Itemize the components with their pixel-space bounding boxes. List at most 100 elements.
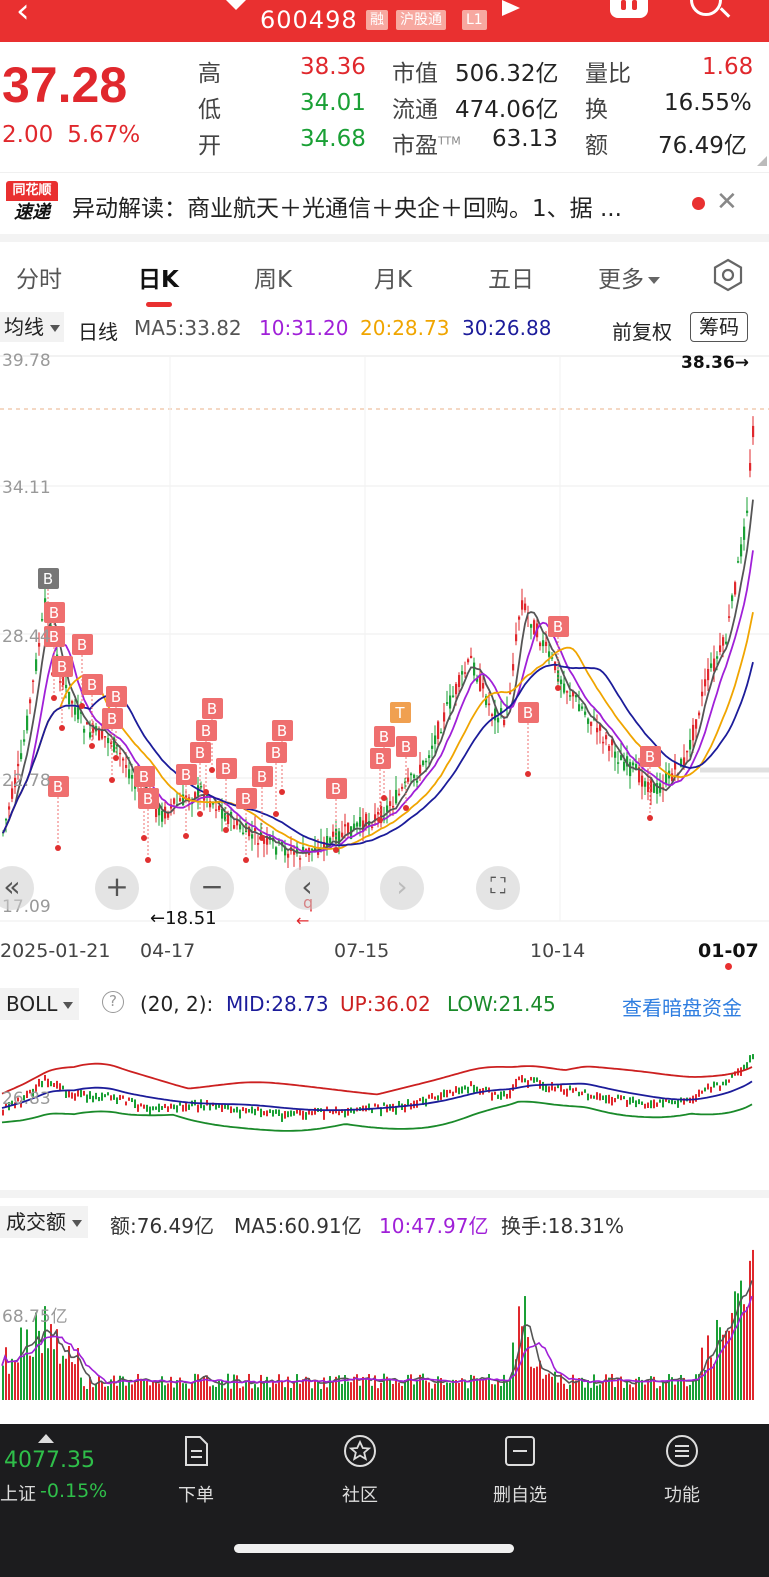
float-value: 474.06亿 — [455, 97, 559, 123]
zoom-in-button[interactable]: + — [95, 866, 139, 910]
news-text[interactable]: 异动解读：商业航天＋光通信＋央企＋回购。1、据 ... — [72, 196, 622, 222]
buy-signal-marker[interactable]: B — [518, 702, 539, 777]
tab-intraday[interactable]: 分时 — [16, 267, 62, 293]
buy-signal-marker[interactable]: B — [196, 720, 217, 795]
ma20-value: 20:28.73 — [360, 316, 450, 340]
buy-signal-marker[interactable]: B — [102, 708, 123, 783]
date-label: 04-17 — [140, 940, 196, 962]
ma30-value: 30:26.88 — [462, 316, 552, 340]
boll-low: LOW:21.45 — [447, 992, 556, 1016]
index-percent: -0.15% — [40, 1480, 108, 1502]
help-icon[interactable]: ? — [102, 991, 124, 1013]
active-tab-indicator — [146, 302, 172, 307]
volume-indicator-row: 成交额 额:76.49亿 MA5:60.91亿 10:47.97亿 换手:18.… — [0, 1204, 769, 1240]
boll-selector[interactable]: BOLL — [0, 988, 80, 1020]
svg-text:B: B — [77, 636, 87, 654]
amount-label: 额 — [585, 133, 608, 159]
volume-ratio-value: 1.68 — [702, 54, 754, 80]
svg-text:B: B — [49, 628, 59, 646]
back-arrow-icon[interactable]: ‹ — [16, 0, 30, 31]
dark-pool-link[interactable]: 查看暗盘资金 — [622, 996, 742, 1020]
buy-signal-marker[interactable]: B — [252, 766, 273, 841]
scroll-left-button[interactable]: ‹ — [285, 866, 329, 910]
buy-signal-marker[interactable]: B — [82, 674, 103, 749]
buy-signal-marker[interactable]: B — [52, 656, 73, 731]
change-value: 2.00 — [2, 122, 54, 148]
expand-corner-icon[interactable] — [757, 156, 767, 166]
close-icon[interactable]: ✕ — [716, 187, 738, 217]
svg-text:B: B — [221, 760, 231, 778]
fullscreen-button[interactable]: ⛶ — [476, 866, 520, 910]
high-value: 38.36 — [300, 54, 366, 80]
amount-value: 76.49亿 — [658, 133, 747, 159]
zoom-out-button[interactable]: − — [190, 866, 234, 910]
svg-text:T: T — [394, 704, 405, 722]
ma-selector[interactable]: 均线 — [0, 312, 64, 342]
chart-settings-icon[interactable] — [711, 258, 745, 292]
boll-chart[interactable]: 26.83 — [0, 1022, 769, 1188]
svg-text:B: B — [195, 744, 205, 762]
low-value: 34.01 — [300, 90, 366, 116]
next-stock-icon[interactable] — [502, 0, 520, 16]
turnover-label: 换 — [585, 97, 608, 123]
volume-ratio-label: 量比 — [585, 61, 631, 87]
search-icon[interactable] — [690, 0, 722, 16]
buy-signal-marker[interactable]: B — [640, 746, 661, 821]
unread-dot-icon — [692, 197, 705, 210]
separator — [0, 234, 769, 242]
pe-value: 63.13 — [492, 126, 558, 152]
buy-signal-marker[interactable]: B — [396, 736, 417, 811]
volume-chart[interactable]: 68.75亿 — [0, 1240, 769, 1410]
functions-button[interactable]: 功能 — [632, 1434, 732, 1514]
low-label: 低 — [198, 97, 221, 123]
community-button[interactable]: 社区 — [310, 1434, 410, 1514]
buy-signal-marker[interactable]: B — [176, 764, 197, 839]
buy-signal-marker[interactable]: B — [266, 742, 287, 817]
chips-button[interactable]: 筹码 — [690, 312, 748, 342]
volume-selector[interactable]: 成交额 — [0, 1206, 88, 1238]
svg-text:B: B — [241, 790, 251, 808]
q-arrow-icon: ← — [296, 911, 309, 930]
adjust-toggle[interactable]: 前复权 — [612, 320, 672, 344]
buy-signal-marker[interactable]: B — [374, 726, 395, 801]
collapse-left-icon[interactable]: « — [0, 866, 34, 910]
volume-y-label: 68.75亿 — [2, 1307, 68, 1327]
buy-signal-marker[interactable]: B — [48, 776, 69, 851]
buy-signal-marker[interactable]: B — [216, 758, 237, 833]
tab-monthly-k[interactable]: 月K — [374, 267, 413, 293]
buy-signal-marker[interactable]: B — [548, 616, 569, 691]
boll-indicator-row: BOLL ? (20, 2): MID:28.73 UP:36.02 LOW:2… — [0, 986, 769, 1022]
ma5-value: MA5:33.82 — [134, 316, 242, 340]
prev-stock-icon[interactable] — [226, 0, 246, 10]
buy-signal-marker[interactable]: B — [190, 742, 211, 817]
margin-tag: 融 — [366, 10, 388, 30]
date-label: 2025-01-21 — [0, 940, 111, 962]
tab-five-day[interactable]: 五日 — [488, 267, 534, 293]
robot-icon[interactable] — [610, 0, 648, 18]
tab-more[interactable]: 更多 — [598, 260, 660, 294]
buy-signal-marker[interactable]: B — [138, 788, 159, 863]
boll-up: UP:36.02 — [340, 992, 431, 1016]
scroll-right-button[interactable]: › — [380, 866, 424, 910]
tab-daily-k[interactable]: 日K — [138, 267, 179, 293]
tab-weekly-k[interactable]: 周K — [254, 267, 293, 293]
connect-tag: 沪股通 — [396, 10, 446, 30]
svg-text:B: B — [271, 744, 281, 762]
open-value: 34.68 — [300, 126, 366, 152]
y-axis-label-max: 39.78 — [2, 351, 51, 371]
high-price-marker: 38.36→ — [681, 353, 749, 373]
t-signal-marker[interactable]: T — [390, 702, 411, 723]
volume-turnover: 换手:18.31% — [501, 1214, 624, 1238]
buy-signal-marker[interactable]: B — [326, 778, 347, 853]
chevron-down-icon — [72, 1220, 82, 1227]
level-tag: L1 — [462, 10, 487, 30]
news-bar[interactable]: 同花顺 速递 异动解读：商业航天＋光通信＋央企＋回购。1、据 ... ✕ — [0, 172, 769, 234]
order-button[interactable]: 下单 — [146, 1434, 246, 1514]
buy-signal-marker[interactable]: B — [370, 748, 391, 823]
buy-signal-marker[interactable]: B — [236, 788, 257, 863]
svg-text:B: B — [401, 738, 411, 756]
index-ticker[interactable]: 4077.35 上证 -0.15% — [0, 1424, 150, 1524]
remove-watchlist-button[interactable]: 删自选 — [470, 1434, 570, 1514]
bottom-nav: 4077.35 上证 -0.15% 下单 社区 删自选 — [0, 1424, 769, 1577]
